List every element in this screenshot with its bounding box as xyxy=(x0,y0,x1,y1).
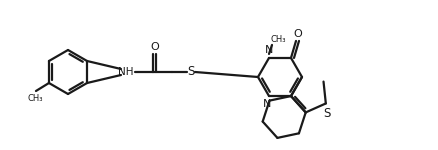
Text: NH: NH xyxy=(118,67,134,77)
Text: CH₃: CH₃ xyxy=(27,94,42,103)
Text: S: S xyxy=(322,107,330,120)
Text: CH₃: CH₃ xyxy=(270,35,286,44)
Text: N: N xyxy=(262,99,271,109)
Text: S: S xyxy=(187,66,194,78)
Text: N: N xyxy=(264,45,272,55)
Text: O: O xyxy=(293,29,302,39)
Text: O: O xyxy=(150,42,159,52)
